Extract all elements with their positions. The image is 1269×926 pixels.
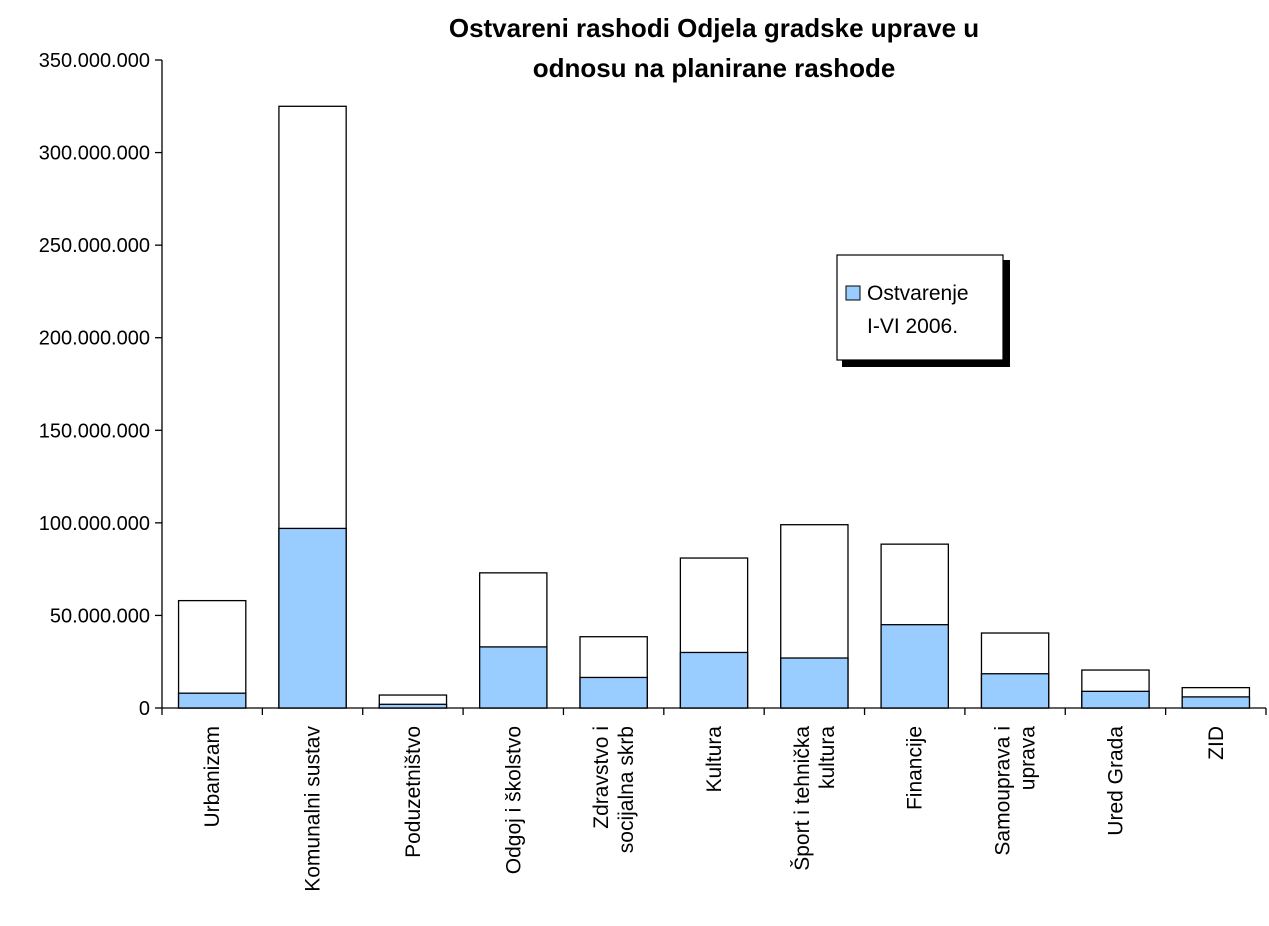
y-tick-label: 50.000.000 — [50, 605, 150, 627]
x-category-label: kultura — [816, 726, 839, 789]
bar-actual — [179, 693, 246, 708]
x-category-label: Samouprava i — [992, 726, 1015, 856]
bar-actual — [881, 625, 948, 708]
x-category-label: Komunalni sustav — [302, 726, 325, 892]
y-tick-label: 200.000.000 — [39, 328, 150, 350]
x-category-label: uprava — [1017, 726, 1040, 791]
x-category-label: Ured Grada — [1104, 726, 1127, 836]
y-tick-label: 100.000.000 — [39, 513, 150, 535]
bar-actual — [580, 677, 647, 708]
x-category-label: Poduzetništvo — [402, 726, 425, 858]
y-tick-label: 250.000.000 — [39, 235, 150, 257]
x-category-label: Financije — [904, 726, 927, 810]
x-category-label: Kultura — [703, 726, 726, 793]
x-category-label: Urbanizam — [201, 726, 224, 828]
y-axis-ticks: 0 50.000.000 100.000.000 150.000.000 200.000… — [39, 50, 162, 720]
legend-label-line-1: Ostvarenje — [867, 282, 969, 305]
x-category-label: ZID — [1205, 726, 1228, 760]
x-category-label: Odgoj i školstvo — [502, 726, 525, 874]
x-axis-labels: Urbanizam Komunalni sustav Poduzetništvo Od… — [201, 726, 1228, 892]
y-tick-label: 350.000.000 — [39, 50, 150, 72]
legend-label-line-2: I-VI 2006. — [867, 315, 958, 338]
bar-actual — [379, 704, 446, 708]
bar-actual — [781, 658, 848, 708]
chart-title-line-1: Ostvareni rashodi Odjela gradske uprave … — [449, 13, 979, 43]
bar-actual — [1082, 691, 1149, 708]
chart-title: Ostvareni rashodi Odjela gradske uprave … — [449, 13, 979, 83]
y-tick-label: 300.000.000 — [39, 143, 150, 165]
legend: Ostvarenje I-VI 2006. — [837, 255, 1010, 367]
bars — [179, 106, 1250, 708]
legend-box — [837, 255, 1003, 360]
bar-actual — [480, 647, 547, 708]
bar-actual — [279, 528, 346, 708]
y-tick-label: 150.000.000 — [39, 420, 150, 442]
legend-swatch — [846, 286, 860, 300]
bar-actual — [1182, 697, 1249, 708]
x-category-label: Šport i tehnička — [791, 726, 814, 871]
bar-actual — [680, 652, 747, 708]
x-category-label: Zdravstvo i — [590, 726, 613, 829]
x-category-label: socijalna skrb — [615, 726, 638, 853]
bar-actual — [981, 674, 1048, 708]
chart-title-line-2: odnosu na planirane rashode — [533, 53, 896, 83]
bar-planned — [179, 601, 246, 708]
y-tick-label: 0 — [139, 698, 150, 720]
